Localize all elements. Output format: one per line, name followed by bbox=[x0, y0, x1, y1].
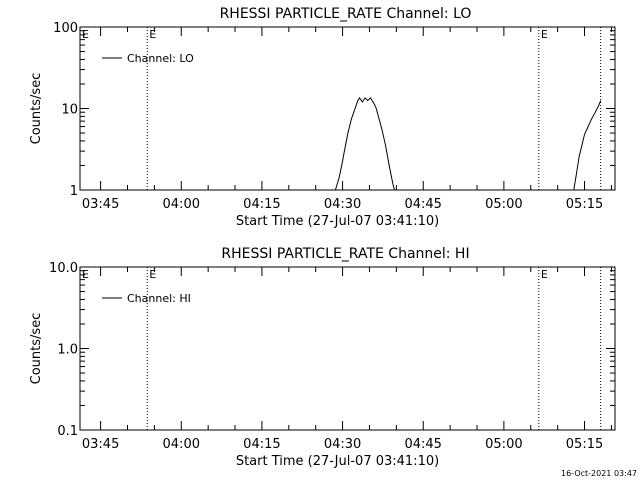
x-tick-label: 04:30 bbox=[324, 197, 361, 212]
event-marker-label: E bbox=[541, 268, 548, 281]
y-axis-label: Counts/sec bbox=[29, 313, 44, 385]
x-tick-label: 05:00 bbox=[485, 437, 522, 452]
event-marker-label: E bbox=[149, 268, 156, 281]
y-tick-label: 10.0 bbox=[49, 261, 78, 276]
x-axis-label: Start Time (27-Jul-07 03:41:10) bbox=[236, 454, 439, 469]
chart-title: RHESSI PARTICLE_RATE Channel: HI bbox=[221, 246, 469, 262]
legend-label: Channel: LO bbox=[127, 52, 194, 65]
x-tick-label: 04:00 bbox=[163, 437, 200, 452]
chart-panel-1: RHESSI PARTICLE_RATE Channel: LO 1 10 100 03… bbox=[29, 6, 616, 229]
series-line bbox=[573, 100, 602, 191]
x-tick-label: 03:45 bbox=[82, 197, 119, 212]
x-tick-label: 05:15 bbox=[566, 197, 603, 212]
y-tick-label: 10 bbox=[61, 103, 78, 118]
x-tick-label: 05:00 bbox=[485, 197, 522, 212]
x-tick-label: 03:45 bbox=[82, 437, 119, 452]
x-tick-label: 04:45 bbox=[404, 437, 441, 452]
x-tick-label: 04:45 bbox=[404, 197, 441, 212]
footer-timestamp: 16-Oct-2021 03:47 bbox=[561, 469, 637, 478]
event-marker-label: E bbox=[82, 28, 89, 41]
x-tick-label: 04:15 bbox=[243, 197, 280, 212]
y-axis-label: Counts/sec bbox=[29, 73, 44, 145]
event-marker-label: E bbox=[149, 28, 156, 41]
event-marker-label: E bbox=[82, 268, 89, 281]
x-tick-label: 05:15 bbox=[566, 437, 603, 452]
chart-title: RHESSI PARTICLE_RATE Channel: LO bbox=[220, 6, 472, 22]
y-tick-label: 0.1 bbox=[57, 424, 78, 439]
x-axis-label: Start Time (27-Jul-07 03:41:10) bbox=[236, 214, 439, 229]
chart-panel-2: RHESSI PARTICLE_RATE Channel: HI 0.1 1.0 10… bbox=[29, 246, 616, 469]
y-tick-label: 100 bbox=[53, 21, 78, 36]
y-tick-label: 1 bbox=[70, 184, 78, 199]
series-line bbox=[334, 96, 395, 191]
event-marker-label: E bbox=[541, 28, 548, 41]
y-tick-label: 1.0 bbox=[57, 343, 78, 358]
x-tick-label: 04:30 bbox=[324, 437, 361, 452]
legend-label: Channel: HI bbox=[127, 292, 191, 305]
x-tick-label: 04:00 bbox=[163, 197, 200, 212]
x-tick-label: 04:15 bbox=[243, 437, 280, 452]
